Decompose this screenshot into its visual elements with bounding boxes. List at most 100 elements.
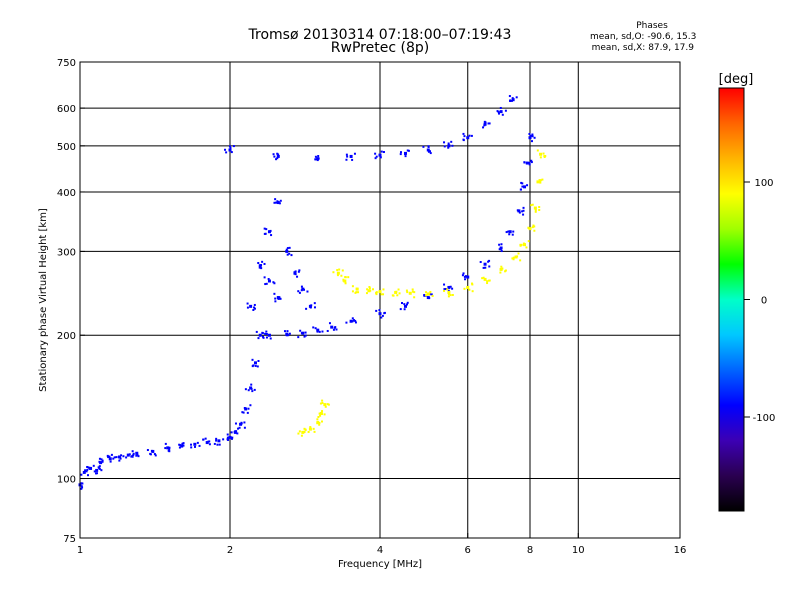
data-point xyxy=(249,304,253,308)
data-point-scatter xyxy=(499,246,502,249)
data-point-scatter xyxy=(249,404,252,407)
data-point-scatter xyxy=(533,136,536,139)
data-point-scatter xyxy=(244,388,247,391)
data-point-scatter xyxy=(263,227,266,230)
data-point-scatter xyxy=(87,466,90,469)
data-point-scatter xyxy=(316,418,319,421)
data-point-scatter xyxy=(132,452,135,455)
data-point-scatter xyxy=(449,285,452,288)
data-point-scatter xyxy=(505,231,508,234)
data-point-scatter xyxy=(296,275,299,278)
data-point-scatter xyxy=(525,246,528,249)
data-point-scatter xyxy=(304,428,307,431)
data-point-scatter xyxy=(278,202,281,205)
data-point-scatter xyxy=(85,470,88,473)
data-point xyxy=(276,154,280,158)
data-point-scatter xyxy=(533,225,536,228)
data-point-scatter xyxy=(447,293,450,296)
x-tick-label: 6 xyxy=(465,545,471,556)
data-point-scatter xyxy=(317,422,320,425)
data-point-scatter xyxy=(499,106,502,109)
data-point-scatter xyxy=(208,443,211,446)
data-point-scatter xyxy=(344,276,347,279)
data-point xyxy=(239,422,243,426)
data-point-scatter xyxy=(178,443,181,446)
data-point-scatter xyxy=(265,332,268,335)
data-point-scatter xyxy=(465,275,468,278)
data-point-scatter xyxy=(276,200,279,203)
data-point-scatter xyxy=(84,469,87,472)
data-point-scatter xyxy=(314,158,317,161)
data-point-scatter xyxy=(182,442,185,445)
data-point-scatter xyxy=(443,283,446,286)
data-point-scatter xyxy=(316,330,319,333)
data-point-scatter xyxy=(216,443,219,446)
data-point-scatter xyxy=(88,467,91,470)
data-point-scatter xyxy=(538,179,541,182)
data-point-scatter xyxy=(86,474,89,477)
data-point-scatter xyxy=(464,275,467,278)
phase-statistics: Phases mean, sd,O: -90.6, 15.3 mean, sd,… xyxy=(590,21,696,54)
data-point-scatter xyxy=(538,208,541,211)
data-point xyxy=(276,296,280,300)
data-point-scatter xyxy=(528,161,531,164)
data-point-scatter xyxy=(80,473,83,476)
data-point-scatter xyxy=(234,422,237,425)
data-point-scatter xyxy=(253,388,256,391)
data-point-scatter xyxy=(98,465,101,468)
data-point-scatter xyxy=(181,442,184,445)
data-point-scatter xyxy=(521,185,524,188)
data-point xyxy=(301,287,305,291)
data-point-scatter xyxy=(303,430,306,433)
data-point-scatter xyxy=(275,201,278,204)
data-point-scatter xyxy=(498,243,501,246)
data-point xyxy=(323,403,327,407)
data-point-scatter xyxy=(262,335,265,338)
data-point-scatter xyxy=(450,140,453,143)
x-axis-ticks: 1 2 4 6 8 10 16 xyxy=(77,533,686,556)
data-point-scatter xyxy=(98,467,101,470)
data-point-scatter xyxy=(536,149,539,152)
data-point-scatter xyxy=(381,314,384,317)
x-tick-label: 4 xyxy=(377,545,383,556)
data-point-scatter xyxy=(190,446,193,449)
data-point-scatter xyxy=(272,153,275,156)
data-point-scatter xyxy=(501,113,504,116)
data-point-scatter xyxy=(340,274,343,277)
data-point-scatter xyxy=(168,450,171,453)
data-point-scatter xyxy=(462,132,465,135)
data-point-scatter xyxy=(273,201,276,204)
data-point-scatter xyxy=(484,121,487,124)
data-point-scatter xyxy=(130,455,133,458)
data-point-scatter xyxy=(182,444,185,447)
data-point xyxy=(536,180,540,184)
data-point-scatter xyxy=(499,268,502,271)
colorbar-label: [deg] xyxy=(719,72,754,87)
data-point-scatter xyxy=(519,244,522,247)
data-point-scatter xyxy=(109,460,112,463)
data-point-scatter xyxy=(317,157,320,160)
data-point-scatter xyxy=(261,332,264,335)
data-point-scatter xyxy=(350,155,353,158)
phase-x-mode-stats: mean, sd,X: 87.9, 17.9 xyxy=(591,43,694,53)
data-point xyxy=(403,304,407,308)
data-point-scatter xyxy=(378,309,381,312)
data-point-scatter xyxy=(511,97,514,100)
data-point-scatter xyxy=(272,281,275,284)
data-point-scatter xyxy=(516,255,519,258)
data-point-scatter xyxy=(238,426,241,429)
data-point-scatter xyxy=(379,156,382,159)
y-tick-label: 100 xyxy=(57,475,76,486)
data-point-scatter xyxy=(374,152,377,155)
data-point xyxy=(483,262,487,266)
data-point-scatter xyxy=(108,455,111,458)
data-point-scatter xyxy=(132,454,135,457)
data-point-scatter xyxy=(310,304,313,307)
data-point-scatter xyxy=(375,293,378,296)
data-point xyxy=(330,325,334,329)
data-point-scatter xyxy=(403,303,406,306)
data-point xyxy=(349,319,353,323)
data-point-scatter xyxy=(447,295,450,298)
data-point xyxy=(499,110,503,114)
data-point xyxy=(525,161,529,165)
